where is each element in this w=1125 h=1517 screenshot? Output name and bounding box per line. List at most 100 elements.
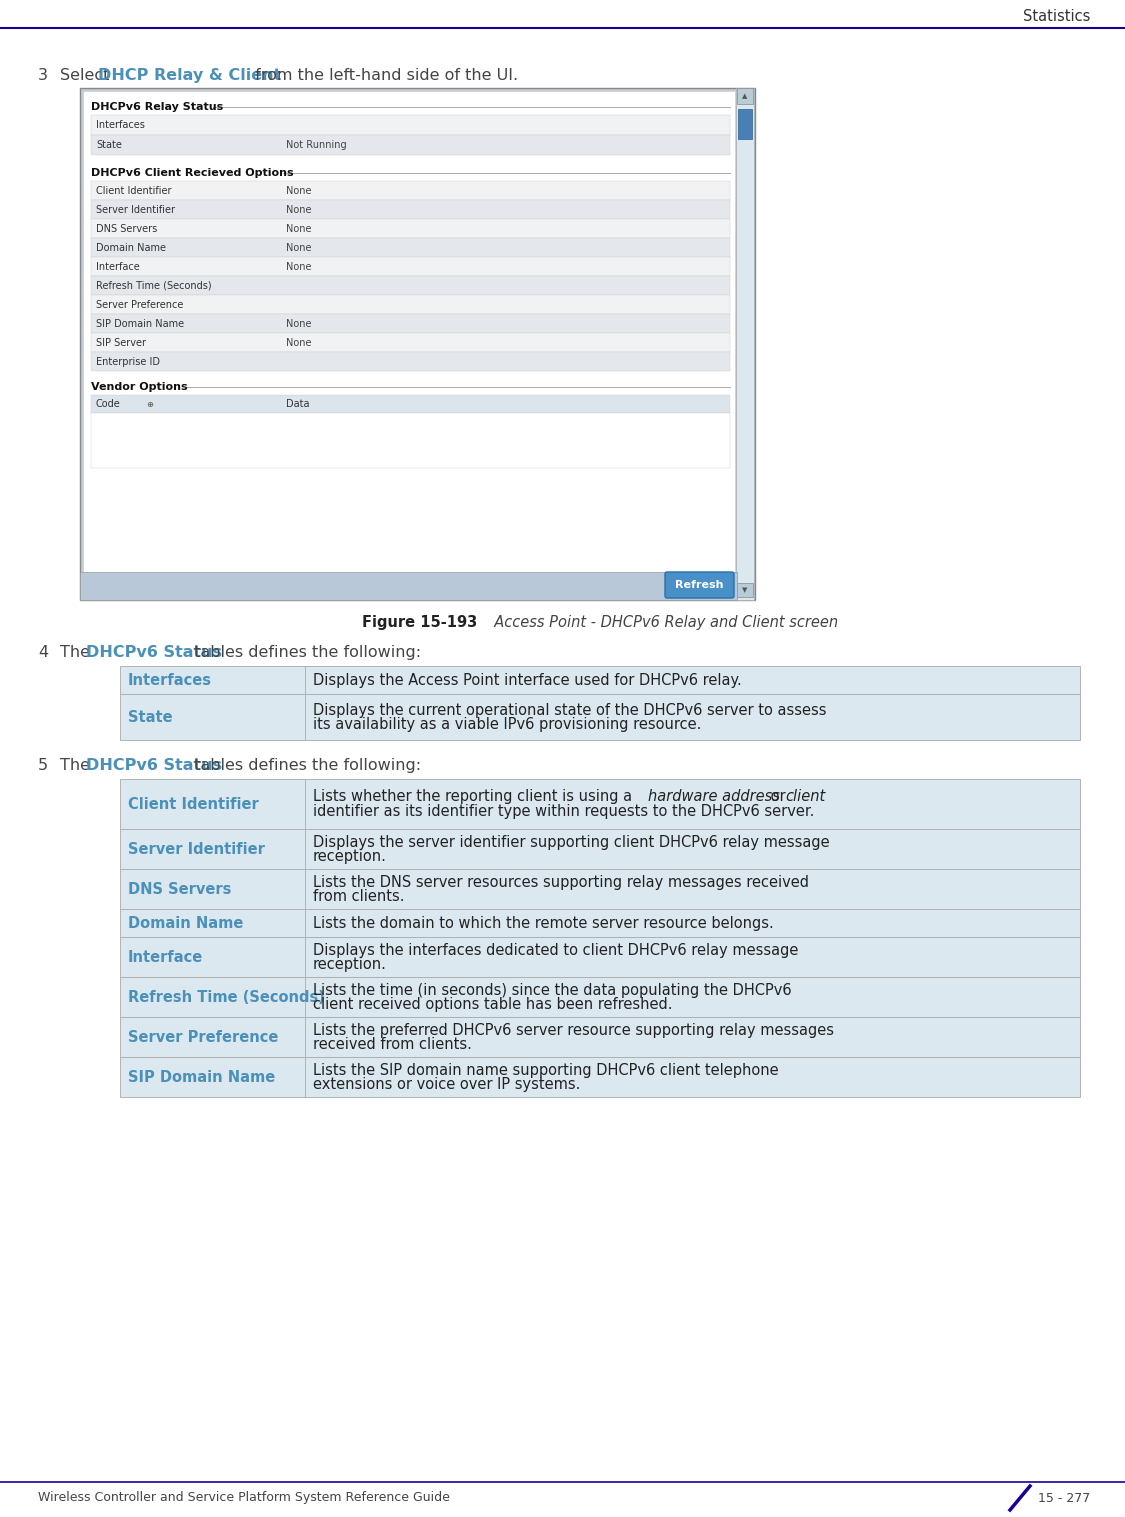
Text: Displays the server identifier supporting client DHCPv6 relay message: Displays the server identifier supportin… (313, 834, 829, 850)
Text: Not Running: Not Running (286, 140, 346, 150)
Text: None: None (286, 261, 312, 272)
Text: client received options table has been refreshed.: client received options table has been r… (313, 997, 673, 1012)
Text: Domain Name: Domain Name (96, 243, 166, 252)
Text: 4: 4 (38, 645, 48, 660)
FancyBboxPatch shape (120, 1016, 1080, 1057)
Text: 15 - 277: 15 - 277 (1037, 1491, 1090, 1505)
Text: 3: 3 (38, 67, 48, 82)
FancyBboxPatch shape (737, 88, 753, 105)
Text: Lists the domain to which the remote server resource belongs.: Lists the domain to which the remote ser… (313, 915, 774, 930)
Text: Lists the preferred DHCPv6 server resource supporting relay messages: Lists the preferred DHCPv6 server resour… (313, 1022, 834, 1038)
FancyBboxPatch shape (83, 91, 735, 598)
Text: DHCPv6 Client Recieved Options: DHCPv6 Client Recieved Options (91, 168, 294, 177)
Text: Interfaces: Interfaces (96, 120, 145, 130)
FancyBboxPatch shape (91, 413, 730, 469)
FancyBboxPatch shape (120, 828, 1080, 869)
Text: DNS Servers: DNS Servers (96, 223, 158, 234)
FancyBboxPatch shape (120, 693, 1080, 740)
Text: DNS Servers: DNS Servers (128, 881, 232, 897)
Text: Refresh Time (Seconds): Refresh Time (Seconds) (128, 989, 325, 1004)
Text: Access Point - DHCPv6 Relay and Client screen: Access Point - DHCPv6 Relay and Client s… (485, 614, 838, 630)
Text: its availability as a viable IPv6 provisioning resource.: its availability as a viable IPv6 provis… (313, 718, 701, 733)
Text: reception.: reception. (313, 957, 387, 972)
FancyBboxPatch shape (91, 334, 730, 352)
Text: The: The (60, 645, 96, 660)
Text: Server Preference: Server Preference (128, 1030, 278, 1045)
FancyBboxPatch shape (737, 583, 753, 598)
Text: None: None (286, 223, 312, 234)
FancyBboxPatch shape (120, 977, 1080, 1016)
FancyBboxPatch shape (120, 869, 1080, 909)
FancyBboxPatch shape (120, 909, 1080, 938)
Text: ⊕: ⊕ (146, 399, 153, 408)
Text: SIP Domain Name: SIP Domain Name (96, 319, 184, 329)
FancyBboxPatch shape (91, 276, 730, 294)
FancyBboxPatch shape (91, 238, 730, 256)
Text: DHCPv6 Status: DHCPv6 Status (86, 757, 222, 772)
FancyBboxPatch shape (80, 572, 737, 601)
Text: tables defines the following:: tables defines the following: (189, 757, 421, 772)
Text: Displays the interfaces dedicated to client DHCPv6 relay message: Displays the interfaces dedicated to cli… (313, 944, 799, 959)
FancyBboxPatch shape (665, 572, 734, 598)
Text: None: None (286, 205, 312, 214)
Text: Statistics: Statistics (1023, 9, 1090, 23)
FancyBboxPatch shape (91, 218, 730, 238)
Text: None: None (286, 243, 312, 252)
Text: Displays the Access Point interface used for DHCPv6 relay.: Displays the Access Point interface used… (313, 672, 741, 687)
FancyBboxPatch shape (91, 256, 730, 276)
Text: SIP Server: SIP Server (96, 337, 146, 347)
FancyBboxPatch shape (120, 1057, 1080, 1097)
FancyBboxPatch shape (91, 135, 730, 155)
Text: Server Identifier: Server Identifier (96, 205, 176, 214)
FancyBboxPatch shape (91, 115, 730, 135)
Text: DHCP Relay & Client: DHCP Relay & Client (98, 67, 281, 82)
Text: Server Identifier: Server Identifier (128, 842, 264, 857)
Text: Displays the current operational state of the DHCPv6 server to assess: Displays the current operational state o… (313, 702, 827, 718)
Text: hardware address: hardware address (648, 789, 780, 804)
Text: None: None (286, 319, 312, 329)
Text: Wireless Controller and Service Platform System Reference Guide: Wireless Controller and Service Platform… (38, 1491, 450, 1505)
FancyBboxPatch shape (91, 314, 730, 334)
Text: from clients.: from clients. (313, 889, 405, 904)
Text: Figure 15-193: Figure 15-193 (362, 614, 478, 630)
FancyBboxPatch shape (91, 294, 730, 314)
Text: 5: 5 (38, 757, 48, 772)
Text: Interface: Interface (128, 950, 204, 965)
Text: Refresh: Refresh (675, 579, 723, 590)
FancyBboxPatch shape (91, 181, 730, 200)
Text: None: None (286, 337, 312, 347)
Text: Vendor Options: Vendor Options (91, 382, 188, 391)
FancyBboxPatch shape (120, 780, 1080, 828)
Text: Client Identifier: Client Identifier (96, 185, 171, 196)
Text: extensions or voice over IP systems.: extensions or voice over IP systems. (313, 1077, 580, 1092)
Text: Domain Name: Domain Name (128, 915, 243, 930)
Text: tables defines the following:: tables defines the following: (189, 645, 421, 660)
Text: Select: Select (60, 67, 115, 82)
Text: ▼: ▼ (742, 587, 748, 593)
Text: Server Preference: Server Preference (96, 299, 183, 309)
Text: None: None (286, 185, 312, 196)
FancyBboxPatch shape (80, 88, 755, 601)
Text: received from clients.: received from clients. (313, 1038, 471, 1051)
FancyBboxPatch shape (120, 938, 1080, 977)
Text: State: State (128, 710, 172, 725)
Text: Data: Data (286, 399, 309, 410)
Text: from the left-hand side of the UI.: from the left-hand side of the UI. (250, 67, 519, 82)
Text: ▲: ▲ (742, 93, 748, 99)
Text: Refresh Time (Seconds): Refresh Time (Seconds) (96, 281, 212, 290)
Text: or: or (766, 789, 790, 804)
FancyBboxPatch shape (738, 109, 752, 140)
Text: Lists the DNS server resources supporting relay messages received: Lists the DNS server resources supportin… (313, 875, 809, 890)
FancyBboxPatch shape (120, 666, 1080, 693)
FancyBboxPatch shape (91, 394, 730, 413)
Text: identifier as its identifier type within requests to the DHCPv6 server.: identifier as its identifier type within… (313, 804, 814, 819)
Text: DHCPv6 Relay Status: DHCPv6 Relay Status (91, 102, 223, 112)
FancyBboxPatch shape (736, 88, 754, 601)
Text: DHCPv6 Status: DHCPv6 Status (86, 645, 222, 660)
FancyBboxPatch shape (91, 352, 730, 372)
Text: Lists the time (in seconds) since the data populating the DHCPv6: Lists the time (in seconds) since the da… (313, 983, 792, 998)
Text: Lists the SIP domain name supporting DHCPv6 client telephone: Lists the SIP domain name supporting DHC… (313, 1063, 778, 1079)
Text: The: The (60, 757, 96, 772)
Text: Client Identifier: Client Identifier (128, 796, 259, 812)
Text: Code: Code (96, 399, 120, 410)
